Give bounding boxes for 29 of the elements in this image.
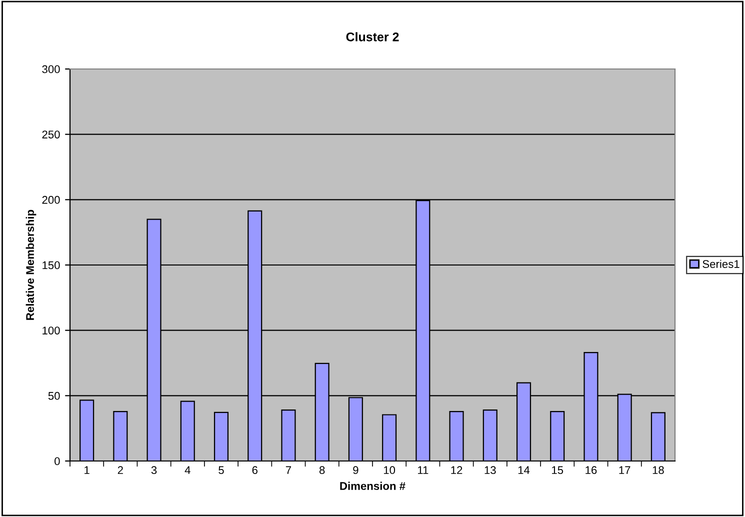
- chart-title: Cluster 2: [346, 32, 399, 42]
- x-tick-label: 1: [84, 466, 90, 474]
- x-tick-label: 3: [151, 466, 157, 474]
- x-tick-label: 18: [652, 466, 664, 474]
- x-tick-label: 9: [353, 466, 358, 474]
- y-tick-label: 150: [42, 261, 60, 270]
- x-tick-label: 8: [319, 466, 325, 474]
- x-tick-label: 11: [418, 466, 428, 474]
- x-tick-label: 16: [586, 466, 597, 474]
- y-tick-label: 300: [42, 65, 60, 74]
- x-tick-label: 14: [518, 466, 530, 474]
- x-axis-title: Dimension #: [340, 482, 406, 490]
- x-tick-label: 7: [286, 466, 292, 474]
- y-axis-title: Relative Membership: [26, 210, 36, 320]
- x-tick-label: 5: [218, 466, 224, 474]
- x-tick-label: 17: [619, 466, 630, 474]
- legend-label: Series1: [702, 260, 740, 268]
- x-tick-label: 6: [252, 466, 258, 474]
- x-tick-label: 2: [118, 466, 123, 474]
- y-tick-label: 0: [54, 457, 60, 466]
- x-tick-label: 4: [184, 466, 190, 474]
- x-tick-label: 10: [384, 466, 396, 474]
- y-tick-label: 250: [42, 130, 60, 138]
- y-tick-label: 100: [42, 326, 60, 334]
- y-tick-label: 50: [48, 392, 60, 400]
- y-tick-label: 200: [42, 196, 60, 204]
- x-tick-label: 12: [451, 466, 462, 474]
- x-tick-label: 15: [552, 466, 564, 474]
- x-tick-label: 13: [484, 466, 496, 474]
